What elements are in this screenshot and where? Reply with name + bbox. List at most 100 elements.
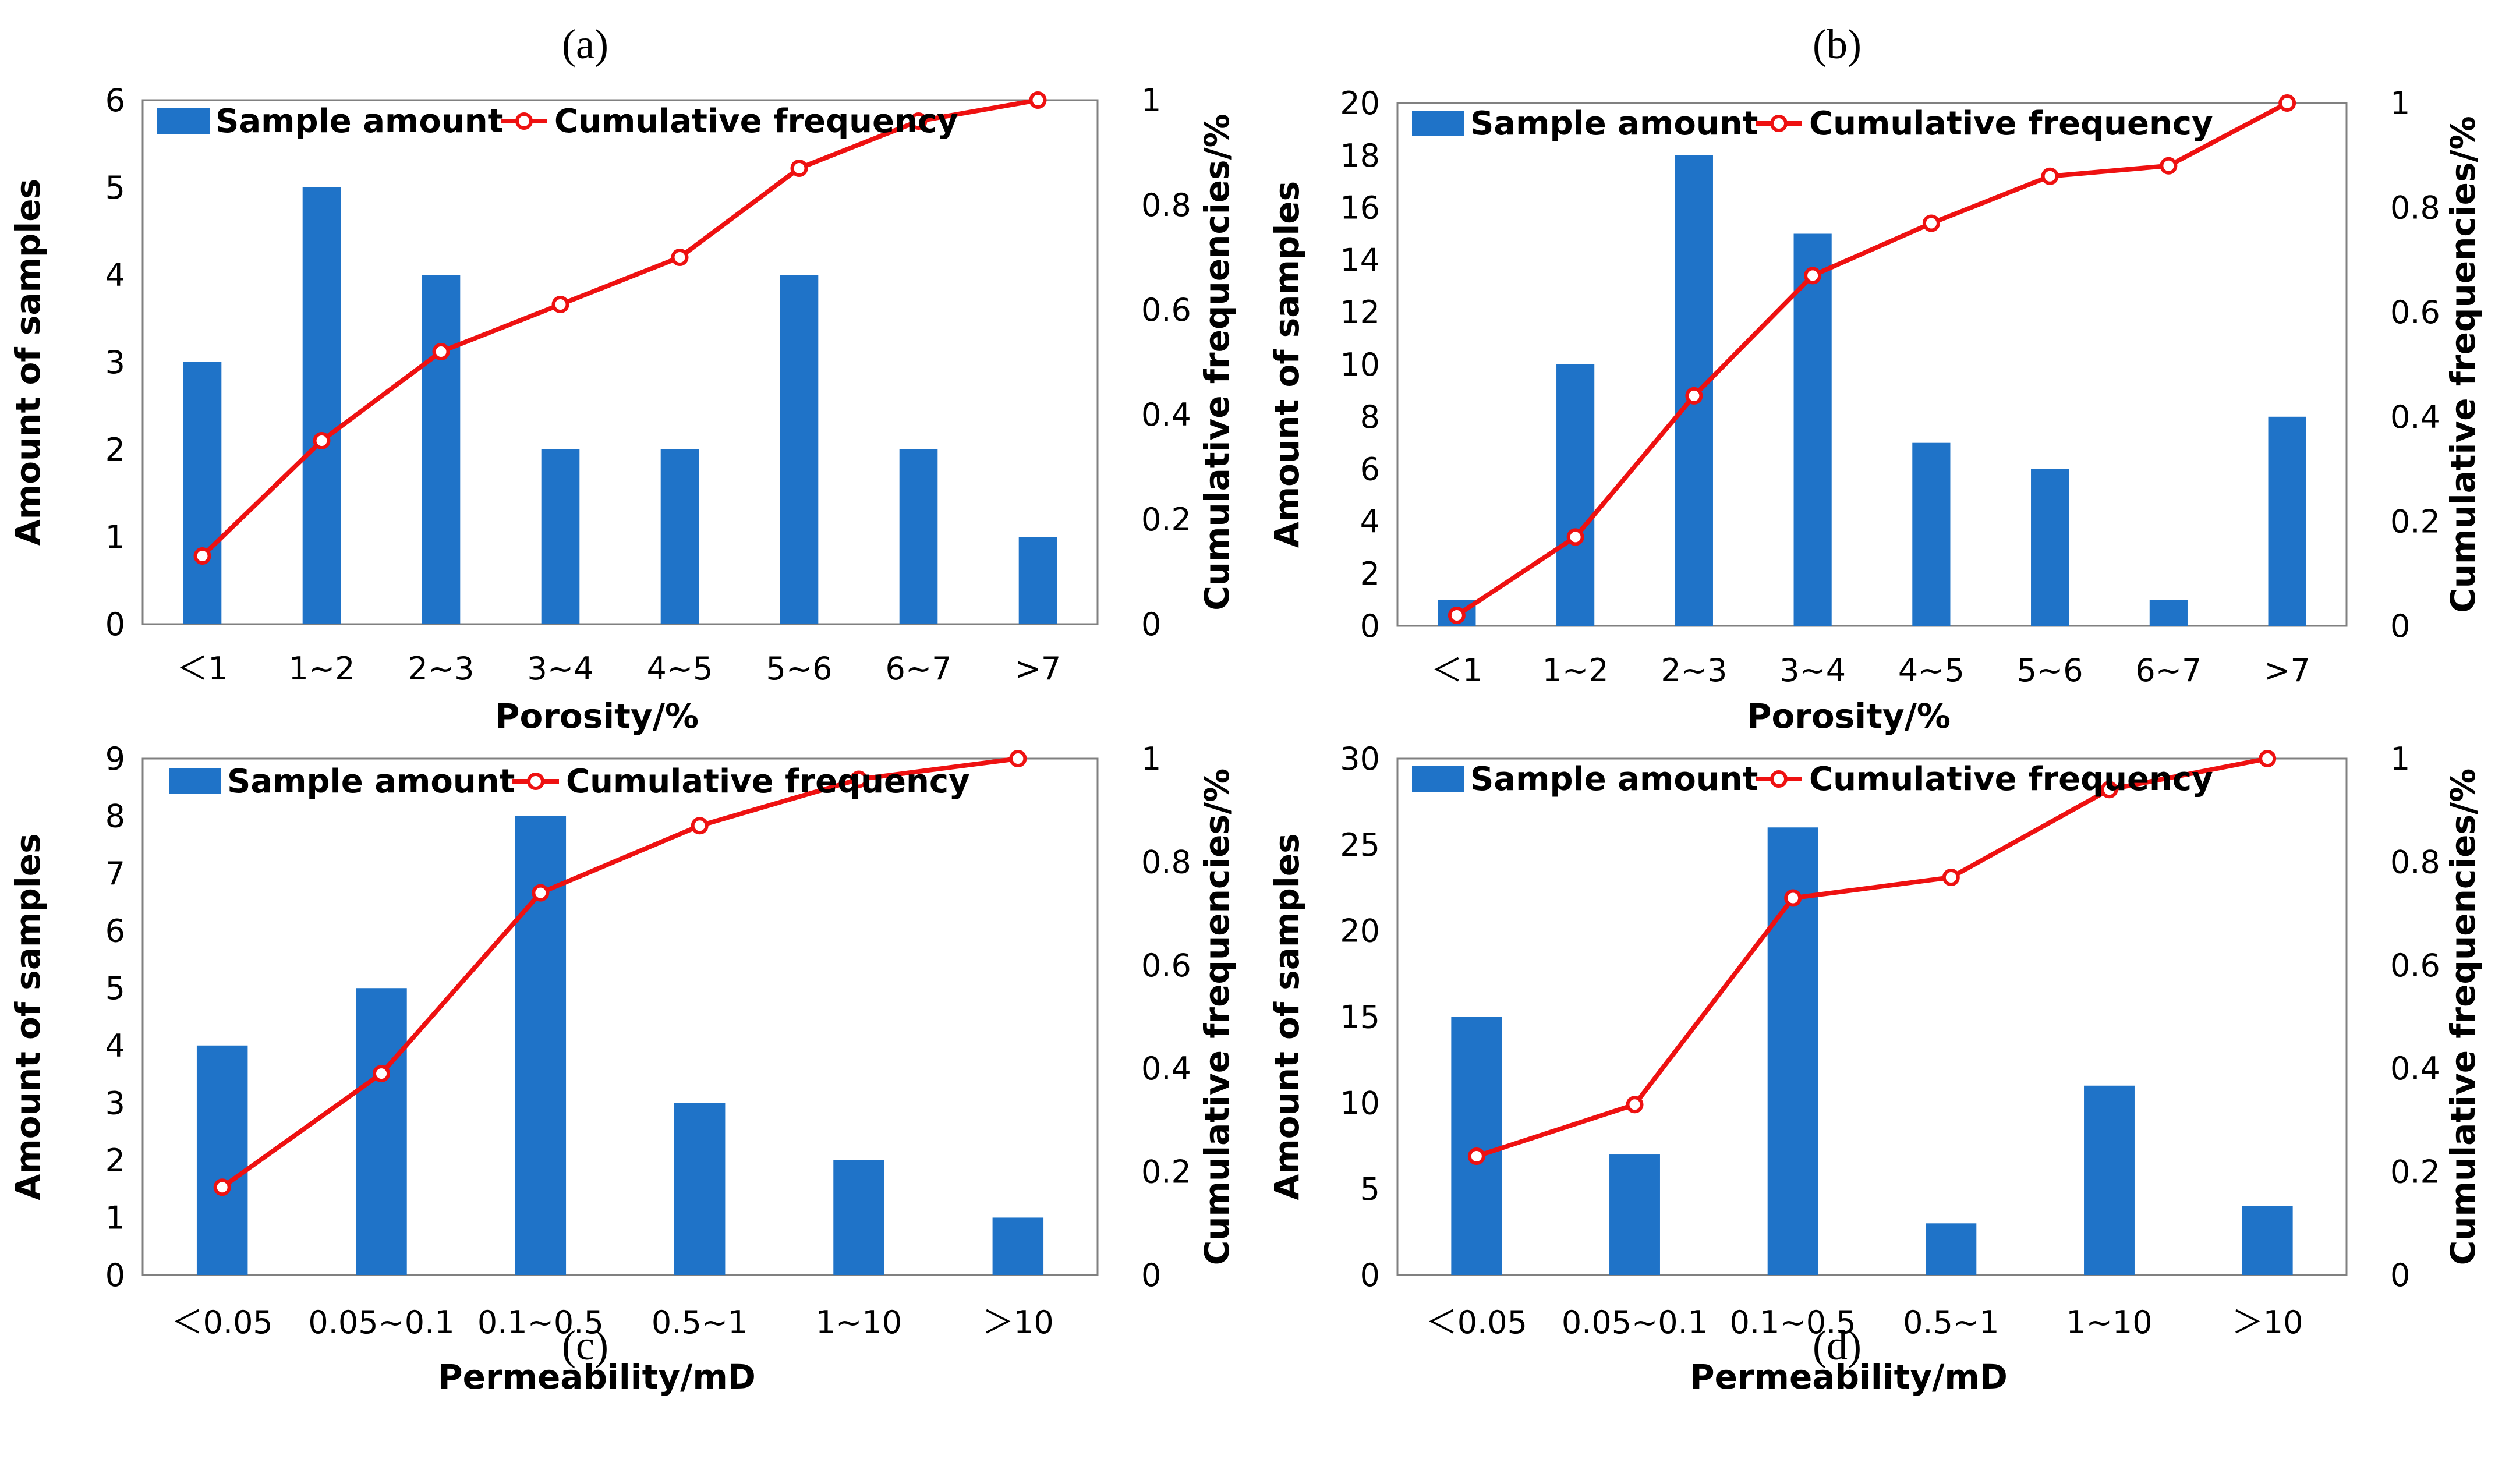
x-tick-label: ＜1	[1431, 652, 1482, 689]
legend: Sample amount Cumulative frequency	[169, 763, 970, 801]
legend-line-marker	[527, 773, 544, 790]
legend-line-label: Cumulative frequency	[1809, 760, 2213, 798]
panel-label: (b)	[1813, 21, 1862, 68]
y2-tick-label: 0.2	[2390, 1154, 2440, 1191]
x-tick-label: ＜1	[176, 650, 228, 687]
bar	[660, 449, 699, 624]
plot-frame	[1396, 102, 2348, 627]
y-axis-title: Amount of samples	[1267, 181, 1307, 548]
x-tick-label: >7	[2264, 652, 2310, 689]
x-tick-label: 4~5	[1898, 652, 1965, 689]
bar	[1451, 1017, 1502, 1275]
y-tick-label: 20	[1340, 85, 1380, 122]
y2-tick-label: 0.2	[2390, 503, 2440, 540]
legend-bar-swatch	[169, 768, 221, 794]
y2-tick-label: 0.2	[1141, 1154, 1191, 1191]
y-axis-title: Amount of samples	[1267, 833, 1307, 1200]
y-tick-label: 1	[105, 519, 125, 555]
y-tick-label: 6	[105, 82, 125, 119]
bar	[2031, 469, 2069, 626]
y2-axis-title: Cumulative frequencies/%	[1197, 114, 1237, 611]
y2-tick-label: 0.4	[1141, 1050, 1191, 1087]
y-tick-label: 16	[1340, 190, 1380, 226]
chart-panel-a: 0 1 2 3 4 5 6 0 0.2 0.4 0.6 0.8 1 ＜1 1~2 2~3 3~4 4~5 5~6 6~…	[8, 21, 1237, 736]
y-tick-label: 4	[105, 257, 125, 293]
legend: Sample amount Cumulative frequency	[1412, 760, 2213, 798]
y2-tick-label: 0	[2390, 608, 2410, 644]
cumulative-frequency-line	[1475, 756, 2268, 1159]
legend-line-label: Cumulative frequency	[554, 102, 958, 140]
line-point	[1467, 1147, 1485, 1165]
line-point	[551, 296, 569, 313]
y2-tick-label: 0	[2390, 1257, 2410, 1294]
y2-tick-label: 1	[2390, 85, 2410, 122]
line-point	[1685, 387, 1703, 405]
x-tick-label: 1~10	[816, 1304, 902, 1341]
cumulative-frequency-line	[200, 98, 1039, 558]
bar	[1018, 537, 1057, 624]
panel-label: (c)	[562, 1322, 608, 1369]
y-tick-label: 5	[105, 169, 125, 206]
y2-axis-title: Cumulative frequencies/%	[1197, 768, 1237, 1266]
y-tick-label: 0	[105, 1257, 125, 1294]
legend-line-label: Cumulative frequency	[1809, 105, 2213, 143]
x-tick-label: 3~4	[1779, 652, 1846, 689]
y2-tick-label: 0.6	[2390, 947, 2440, 984]
x-tick-label: 0.5~1	[652, 1304, 748, 1341]
line-point	[313, 432, 331, 449]
y2-tick-label: 1	[2390, 741, 2410, 777]
y-tick-label: 1	[105, 1199, 125, 1236]
y-tick-label: 2	[1360, 555, 1380, 592]
y-tick-label: 6	[1360, 451, 1380, 488]
line-point	[1448, 607, 1466, 625]
legend-line-marker	[515, 112, 533, 130]
line-point	[1922, 214, 1940, 232]
chart-panel-b: 0 2 4 6 8 10 12 14 16 18 20 0 0.2 0.4 0.6 0.8 1 ＜1 1~2 2~3 3…	[1267, 21, 2483, 736]
legend-bar-swatch	[1412, 111, 1464, 136]
y-axis-title: Amount of samples	[8, 179, 48, 546]
line-point	[1804, 267, 1822, 285]
y-tick-label: 30	[1340, 741, 1380, 777]
y-tick-label: 3	[105, 1085, 125, 1121]
x-tick-label: 6~7	[886, 650, 952, 687]
y-tick-label: 14	[1340, 242, 1380, 278]
cumulative-frequency-line	[1455, 101, 2288, 618]
y-tick-label: 10	[1340, 1085, 1380, 1121]
line-point	[193, 547, 211, 565]
legend: Sample amount Cumulative frequency	[1412, 105, 2213, 143]
line-point	[2259, 750, 2277, 767]
y-tick-label: 15	[1340, 999, 1380, 1036]
bar	[780, 275, 819, 624]
x-axis-title: Porosity/%	[1747, 696, 1951, 736]
y2-tick-label: 0.6	[1141, 947, 1191, 984]
y-tick-label: 2	[105, 1142, 125, 1179]
bar	[2149, 600, 2188, 626]
y2-tick-label: 0.4	[2390, 1050, 2440, 1087]
plot-frame	[1396, 757, 2348, 1276]
x-tick-label: 2~3	[1661, 652, 1727, 689]
y2-tick-label: 1	[1141, 741, 1161, 777]
x-axis-title: Porosity/%	[495, 696, 699, 736]
bar	[356, 988, 407, 1275]
y-tick-label: 9	[105, 741, 125, 777]
y2-tick-label: 1	[1141, 82, 1161, 119]
y-tick-label: 3	[105, 344, 125, 381]
y-axis-title: Amount of samples	[8, 833, 48, 1200]
y2-tick-label: 0.2	[1141, 501, 1191, 538]
legend-bar-label: Sample amount	[1470, 760, 1758, 798]
chart-panel-d: 0 5 10 15 20 25 30 0 0.2 0.4 0.6 0.8 1 ＜0.05 0.05~0.1 0…	[1267, 741, 2483, 1397]
line-point	[910, 112, 928, 130]
legend-bar-label: Sample amount	[215, 102, 503, 140]
bar	[833, 1160, 884, 1275]
y2-tick-label: 0.4	[2390, 399, 2440, 435]
bar	[2268, 416, 2306, 626]
line-point	[2100, 781, 2118, 799]
y-tick-label: 0	[1360, 608, 1380, 644]
line-point	[1942, 869, 1960, 887]
bar	[1793, 233, 1832, 626]
bar	[1926, 1223, 1977, 1275]
bar	[1609, 1154, 1660, 1275]
x-tick-label: ＞10	[982, 1304, 1054, 1341]
y-tick-label: 12	[1340, 294, 1380, 331]
bar	[674, 1103, 726, 1275]
